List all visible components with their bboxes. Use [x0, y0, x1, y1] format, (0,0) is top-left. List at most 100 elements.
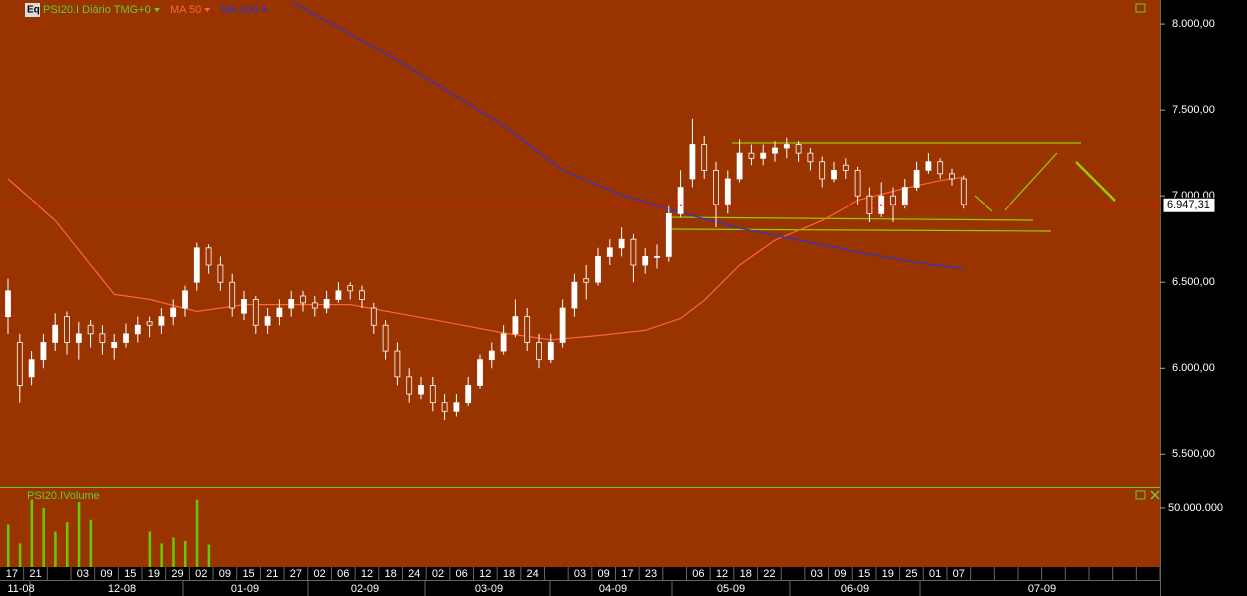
dropdown-arrow[interactable]: [154, 8, 160, 12]
x-tick-label: 24: [527, 568, 539, 580]
candle-body: [949, 173, 955, 180]
y-tick-label: 6.500,00: [1172, 276, 1215, 288]
candle-body: [477, 359, 483, 386]
candle-body: [819, 161, 826, 180]
panel-button[interactable]: [1135, 490, 1146, 500]
volume-bar: [195, 499, 199, 567]
x-tick-label: 17: [6, 568, 18, 580]
candle-body: [618, 238, 625, 249]
candle-body: [854, 169, 861, 197]
month-label: 02-09: [351, 583, 379, 595]
candle-body: [465, 385, 472, 404]
trend-line: [1075, 161, 1116, 202]
candle-body: [418, 385, 424, 395]
candle-body: [276, 307, 283, 318]
candle-body: [252, 299, 259, 326]
candle-body: [5, 290, 11, 318]
candle-body: [370, 307, 377, 326]
x-tick-label: 03: [574, 568, 586, 580]
dropdown-arrow: [204, 8, 211, 12]
x-tick-label: 09: [100, 568, 112, 580]
candle-body: [536, 342, 542, 361]
candle-body: [406, 376, 413, 395]
candle-body: [783, 144, 790, 149]
x-tick-label: 25: [905, 568, 917, 580]
x-tick-label: 15: [242, 568, 254, 580]
x-tick-label: 15: [858, 568, 870, 580]
volume-bar: [172, 537, 175, 567]
x-tick-label: 02: [432, 568, 444, 580]
volume-bar: [77, 502, 81, 567]
trend-line: [667, 228, 1052, 232]
candle-body: [807, 152, 814, 163]
candle-body: [453, 402, 460, 412]
panel-button[interactable]: [1135, 3, 1146, 13]
month-label: 07-09: [1028, 583, 1056, 595]
x-tick-label: 27: [290, 568, 302, 580]
x-tick-label: 09: [834, 568, 846, 580]
trend-line: [1004, 152, 1058, 211]
candle-body: [123, 333, 129, 343]
trend-line: [974, 195, 993, 212]
x-tick-label: 01: [929, 568, 941, 580]
x-tick-label: 21: [266, 568, 278, 580]
candle-body: [87, 324, 94, 335]
candle-body: [571, 281, 578, 309]
candle-body: [559, 307, 566, 343]
volume-bar: [89, 519, 93, 567]
chart-title: PSI20.I Diário TMG+0: [43, 4, 151, 16]
candle-body: [311, 302, 318, 309]
volume-bar: [18, 543, 22, 567]
y-tick-label: 8.000,00: [1172, 18, 1215, 30]
candle-body: [937, 161, 944, 175]
volume-bar: [160, 543, 163, 567]
candle-body: [300, 295, 306, 304]
dropdown-arrow: [261, 8, 268, 12]
candle-body: [748, 152, 755, 159]
x-tick-label: 02: [313, 568, 325, 580]
candle-body: [64, 316, 70, 343]
candle-body: [229, 281, 236, 309]
candle-body: [241, 299, 247, 314]
x-tick-label: 02: [195, 568, 207, 580]
candle-body: [689, 144, 696, 180]
last-price-box: [1162, 197, 1216, 213]
candle-body: [547, 342, 554, 361]
y-tick-label: 50.000.000: [1168, 502, 1223, 514]
volume-bar: [30, 499, 34, 567]
candle-body: [630, 238, 637, 266]
candle-body: [193, 247, 200, 283]
candle-body: [913, 169, 920, 188]
candle-body: [359, 290, 365, 300]
x-tick-label: 12: [361, 568, 373, 580]
candle-body: [488, 350, 495, 361]
candle-body: [382, 324, 389, 352]
candle-body: [901, 187, 908, 206]
candle-body: [724, 178, 731, 206]
icon-label: Eq: [27, 5, 40, 16]
candle-body: [524, 316, 531, 343]
x-tick-label: 29: [171, 568, 183, 580]
candle-body: [701, 144, 708, 171]
volume-bar: [66, 522, 69, 567]
candle-body: [677, 187, 684, 214]
candle-body: [890, 195, 896, 206]
x-tick-label: 18: [740, 568, 752, 580]
close-button[interactable]: [1150, 490, 1160, 500]
icon[interactable]: [25, 3, 40, 17]
volume-bar: [207, 544, 211, 567]
candle-body: [75, 333, 82, 343]
trend-line: [667, 216, 1034, 221]
candle-body: [654, 256, 660, 258]
volume-bar: [42, 507, 45, 567]
legend-entry: MA 50: [170, 4, 201, 16]
candle-body: [217, 264, 224, 283]
candle-body: [500, 333, 507, 352]
candle-body: [831, 169, 837, 180]
candle-body: [335, 290, 342, 300]
volume-bar: [184, 541, 187, 567]
y-tick-label: 7.500,00: [1172, 104, 1215, 116]
x-tick-label: 03: [77, 568, 89, 580]
month-label: 05-09: [717, 583, 745, 595]
